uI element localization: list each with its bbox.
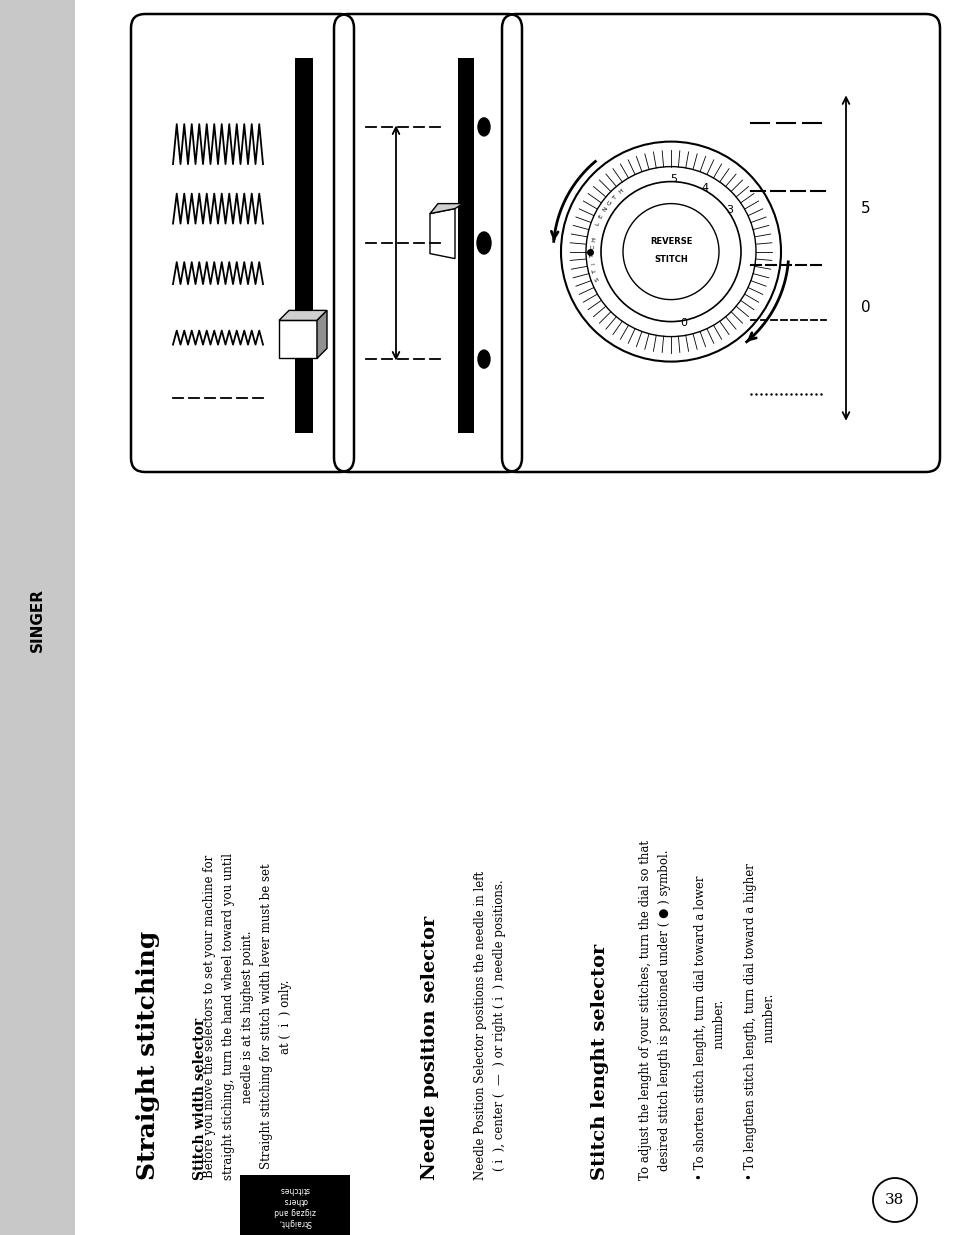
Text: 0: 0 [861, 300, 870, 315]
Circle shape [622, 204, 719, 300]
Polygon shape [316, 310, 327, 358]
Text: 4: 4 [700, 183, 708, 193]
Text: Straight stitching: Straight stitching [136, 931, 160, 1179]
Ellipse shape [477, 350, 490, 368]
Text: G: G [605, 200, 613, 206]
Text: REVERSE: REVERSE [649, 237, 692, 246]
Text: Straight,
zigzag and
others
stitches: Straight, zigzag and others stitches [274, 1184, 315, 1228]
Text: Needle position selector: Needle position selector [420, 915, 438, 1179]
Text: Stitch width selector: Stitch width selector [193, 1018, 207, 1179]
Circle shape [600, 182, 740, 321]
Circle shape [585, 167, 755, 337]
Text: T: T [590, 253, 595, 257]
Bar [294, 58, 313, 433]
Text: H: H [590, 236, 596, 242]
Bar [240, 1174, 350, 1235]
Text: • To lengthen stitch length, turn dial toward a higher
  number.: • To lengthen stitch length, turn dial t… [743, 863, 775, 1179]
Text: 5: 5 [861, 201, 870, 216]
Text: 3: 3 [726, 205, 733, 215]
Text: C: C [590, 245, 595, 249]
Text: SINGER: SINGER [30, 588, 45, 652]
Text: H: H [617, 188, 623, 195]
Polygon shape [430, 209, 455, 258]
Polygon shape [430, 204, 462, 214]
Text: E: E [598, 214, 603, 220]
Bar [278, 320, 316, 358]
Text: STITCH: STITCH [654, 256, 687, 264]
Text: I: I [591, 262, 596, 264]
Polygon shape [278, 310, 327, 320]
Text: Needle Position Selector positions the needle in left
( i  ), center (  —  ) or : Needle Position Selector positions the n… [474, 871, 505, 1179]
Ellipse shape [476, 232, 491, 254]
Text: Before you move the selectors to set your machine for
straight stiching, turn th: Before you move the selectors to set you… [203, 853, 293, 1179]
Text: T: T [611, 194, 618, 200]
Text: 0: 0 [679, 317, 686, 327]
Text: T: T [592, 268, 598, 273]
Bar [0, 0, 75, 1235]
Bar [457, 58, 474, 433]
Text: • To shorten stitch lenght, turn dial toward a lower
  number.: • To shorten stitch lenght, turn dial to… [693, 876, 725, 1179]
Text: To adjust the lenght of your stitches, turn the dial so that
desired stitch leng: To adjust the lenght of your stitches, t… [639, 840, 670, 1179]
Text: 5: 5 [669, 174, 677, 184]
Text: N: N [601, 206, 608, 212]
Text: Stitch lenght selector: Stitch lenght selector [590, 944, 608, 1179]
Ellipse shape [477, 117, 490, 136]
Text: S: S [594, 275, 599, 282]
Text: 38: 38 [884, 1193, 903, 1207]
Text: L: L [595, 221, 600, 226]
